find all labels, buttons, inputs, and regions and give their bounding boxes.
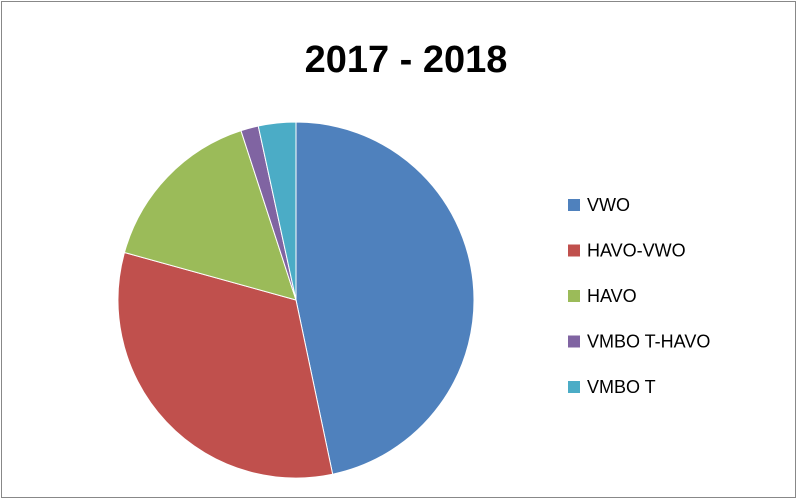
legend-swatch <box>568 335 580 348</box>
legend-swatch <box>568 199 580 211</box>
pie-slice <box>295 121 475 475</box>
legend-label: HAVO-VWO <box>587 240 686 260</box>
chart-title: 2017 - 2018 <box>305 39 508 81</box>
legend-label: HAVO <box>587 286 637 306</box>
pie-slice <box>123 130 297 301</box>
legend-swatch <box>568 290 580 302</box>
legend-label: VMBO T <box>587 377 656 397</box>
legend-swatch <box>568 381 580 393</box>
legend-label: VWO <box>587 195 630 215</box>
legend-swatch <box>568 244 580 257</box>
pie-slice <box>257 121 297 301</box>
pie-slice <box>117 251 334 479</box>
legend-label: VMBO T-HAVO <box>587 331 710 351</box>
